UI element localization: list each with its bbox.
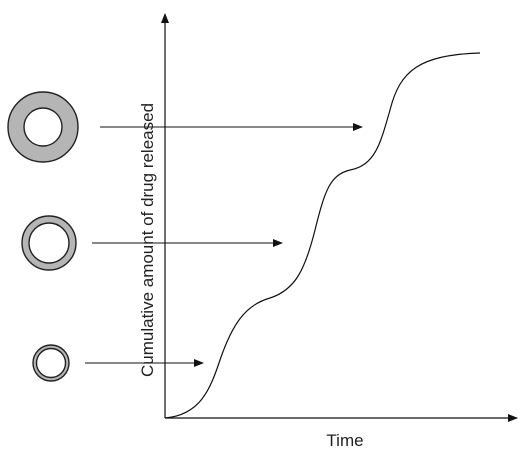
release-curve xyxy=(164,52,481,419)
y-axis-label: Cumulative amount of drug released xyxy=(138,103,157,377)
thick-coating-inner xyxy=(23,107,63,147)
medium-coating-inner xyxy=(28,222,70,264)
x-axis-label: Time xyxy=(326,431,363,450)
thin-coating-inner xyxy=(35,347,67,379)
